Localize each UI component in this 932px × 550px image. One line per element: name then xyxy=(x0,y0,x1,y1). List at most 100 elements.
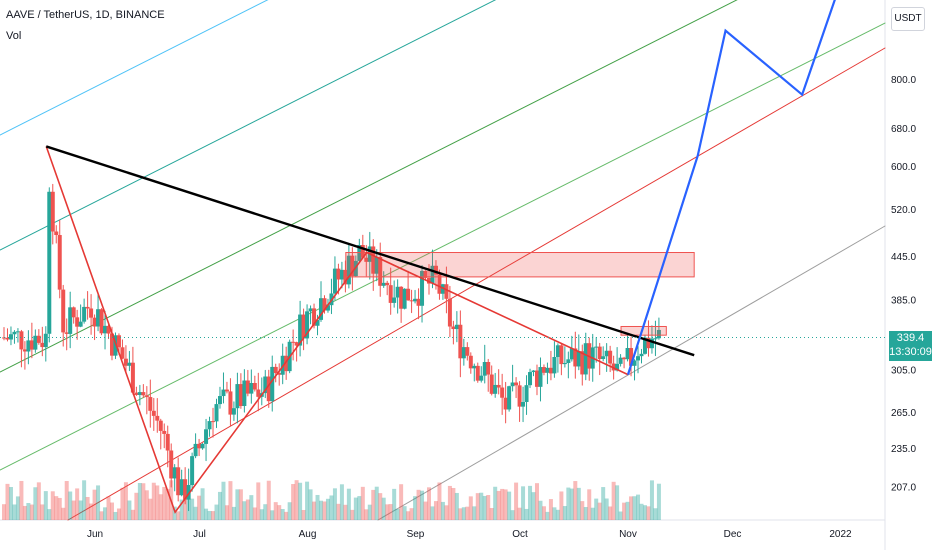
volume-bar xyxy=(649,480,654,520)
candle-body xyxy=(61,289,66,333)
currency-button[interactable]: USDT xyxy=(891,7,925,31)
volume-bar xyxy=(217,491,222,520)
candle-body xyxy=(103,325,108,334)
volume-bar xyxy=(89,503,94,520)
candle-body xyxy=(322,298,327,311)
candle-body xyxy=(141,392,146,396)
volume-bar xyxy=(343,504,348,520)
volume-bar xyxy=(642,505,647,520)
candle-body xyxy=(235,384,240,409)
volume-bar xyxy=(2,504,6,520)
volume-bar xyxy=(524,508,529,520)
volume-bar xyxy=(385,504,390,520)
price-tick-label: 680.0 xyxy=(891,124,916,135)
last-price-badge: 339.4 13:30:09 xyxy=(889,331,932,361)
volume-bar xyxy=(437,482,442,520)
volume-bar xyxy=(294,480,299,520)
time-tick-label: Sep xyxy=(407,529,425,540)
candle-body xyxy=(106,325,111,334)
volume-bar xyxy=(207,510,212,520)
candle-body xyxy=(186,485,191,500)
volume-bar xyxy=(256,482,261,520)
candle-body xyxy=(96,309,101,327)
candle-body xyxy=(19,331,24,350)
candle-body xyxy=(71,307,76,318)
volume-bar xyxy=(409,508,414,520)
channel-line-lightgreen xyxy=(0,22,886,471)
time-tick-label: Nov xyxy=(619,529,637,540)
candle-body xyxy=(298,314,303,346)
candle-body xyxy=(604,350,609,357)
volume-bar xyxy=(413,496,418,520)
volume-bar xyxy=(608,506,613,520)
candle-body xyxy=(238,384,243,407)
candle-body xyxy=(566,359,571,363)
candle-body xyxy=(256,389,261,397)
candle-body xyxy=(301,314,306,339)
price-tick-label: 235.0 xyxy=(891,444,916,455)
volume-bar xyxy=(158,494,163,520)
candle-body xyxy=(433,265,438,275)
candle-body xyxy=(332,268,337,294)
volume-bar xyxy=(57,497,62,520)
candle-body xyxy=(325,305,330,311)
volume-bar xyxy=(165,488,170,520)
candle-body xyxy=(176,467,181,496)
candle-body xyxy=(597,346,602,360)
volume-bar xyxy=(106,496,111,520)
volume-bar xyxy=(378,493,383,520)
volume-bar xyxy=(552,507,557,520)
candle-body xyxy=(266,376,271,402)
volume-bar xyxy=(395,508,400,520)
volume-bar xyxy=(319,500,324,520)
volume-bar xyxy=(78,500,83,520)
candle-body xyxy=(548,367,553,374)
volume-bar xyxy=(510,510,515,520)
volume-bar xyxy=(284,511,289,520)
price-tick-label: 207.0 xyxy=(891,482,916,493)
volume-bar xyxy=(447,485,452,520)
volume-bar xyxy=(472,506,477,520)
volume-bar xyxy=(68,491,73,520)
candle-body xyxy=(632,360,637,366)
volume-bar xyxy=(266,480,271,520)
volume-bar xyxy=(611,481,616,520)
volume-bar xyxy=(123,482,128,520)
price-tick-label: 600.0 xyxy=(891,162,916,173)
candle-body xyxy=(646,337,651,349)
candle-body xyxy=(214,404,219,422)
candle-body xyxy=(99,309,104,334)
volume-bar xyxy=(493,486,498,520)
volume-bar xyxy=(364,509,369,520)
volume-bar xyxy=(562,506,567,520)
time-tick-label: 2022 xyxy=(829,529,852,540)
candle-body xyxy=(40,342,45,348)
candle-body xyxy=(395,286,400,298)
volume-bar xyxy=(622,502,627,520)
candle-body xyxy=(172,467,177,479)
candle-body xyxy=(583,343,588,375)
volume-bar xyxy=(538,500,543,520)
volume-bar xyxy=(148,498,153,520)
candle-body xyxy=(75,317,80,327)
channel-line-teal xyxy=(0,0,497,251)
volume-bar xyxy=(277,505,282,520)
time-tick-label: Jul xyxy=(193,529,206,540)
volume-bar xyxy=(259,509,264,520)
candle-body xyxy=(231,408,236,415)
candle-body xyxy=(200,443,205,449)
volume-bar xyxy=(190,498,195,520)
candle-body xyxy=(656,329,661,339)
candle-body xyxy=(374,257,379,274)
volume-bar xyxy=(433,501,438,520)
candle-body xyxy=(447,298,452,327)
volume-label: Vol xyxy=(6,30,22,42)
volume-bar xyxy=(427,487,431,520)
time-tick-label: Jun xyxy=(87,529,103,540)
candle-body xyxy=(242,380,247,407)
candle-body xyxy=(639,353,644,357)
candle-body xyxy=(573,348,578,367)
volume-bar xyxy=(162,486,167,520)
candle-body xyxy=(576,351,581,367)
